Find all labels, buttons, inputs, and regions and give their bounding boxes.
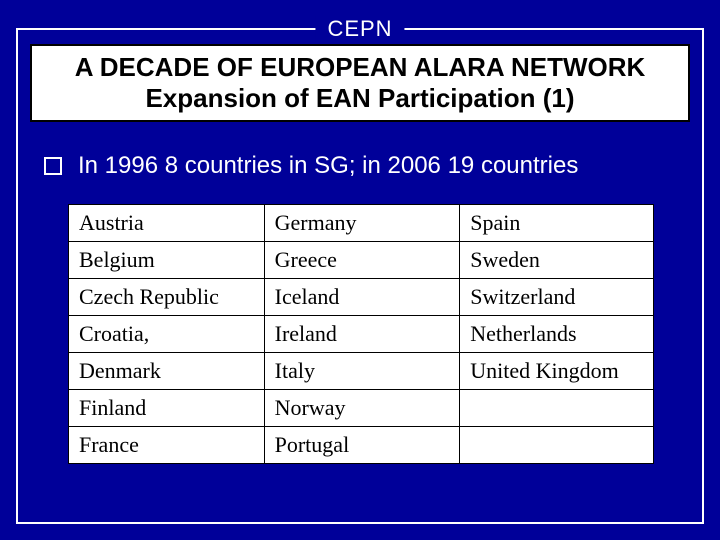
table-cell: Italy — [264, 353, 460, 390]
table-cell: Netherlands — [460, 316, 654, 353]
table-cell: Denmark — [69, 353, 265, 390]
table-row: Czech RepublicIcelandSwitzerland — [69, 279, 654, 316]
table-cell: Switzerland — [460, 279, 654, 316]
table-cell: France — [69, 427, 265, 464]
table-cell: Sweden — [460, 242, 654, 279]
table-row: DenmarkItalyUnited Kingdom — [69, 353, 654, 390]
country-table: AustriaGermanySpainBelgiumGreeceSwedenCz… — [68, 204, 654, 464]
table-cell: Austria — [69, 205, 265, 242]
square-bullet-icon — [44, 157, 62, 175]
table-cell: Norway — [264, 390, 460, 427]
table-cell: Belgium — [69, 242, 265, 279]
table-cell: Portugal — [264, 427, 460, 464]
table-row: AustriaGermanySpain — [69, 205, 654, 242]
org-label: CEPN — [315, 16, 404, 42]
table-cell: Iceland — [264, 279, 460, 316]
bullet-row: In 1996 8 countries in SG; in 2006 19 co… — [44, 152, 690, 180]
table-row: Croatia,IrelandNetherlands — [69, 316, 654, 353]
table-cell: Finland — [69, 390, 265, 427]
bullet-text: In 1996 8 countries in SG; in 2006 19 co… — [78, 152, 578, 180]
table-cell: Greece — [264, 242, 460, 279]
table-cell — [460, 427, 654, 464]
table-row: BelgiumGreeceSweden — [69, 242, 654, 279]
table-cell: Croatia, — [69, 316, 265, 353]
table-cell: Spain — [460, 205, 654, 242]
table-cell: United Kingdom — [460, 353, 654, 390]
table-cell: Germany — [264, 205, 460, 242]
title-box: A DECADE OF EUROPEAN ALARA NETWORK Expan… — [30, 44, 690, 122]
table-row: FinlandNorway — [69, 390, 654, 427]
table-cell: Czech Republic — [69, 279, 265, 316]
table-row: FrancePortugal — [69, 427, 654, 464]
table-cell — [460, 390, 654, 427]
title-line-1: A DECADE OF EUROPEAN ALARA NETWORK — [75, 52, 646, 83]
table-cell: Ireland — [264, 316, 460, 353]
title-line-2: Expansion of EAN Participation (1) — [145, 83, 574, 114]
